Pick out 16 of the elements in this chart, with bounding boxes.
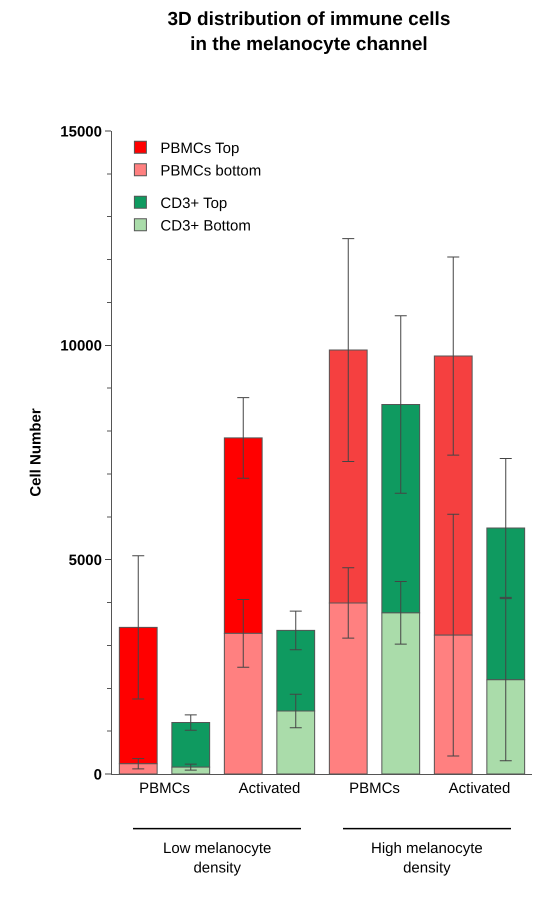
legend-label: CD3+ Bottom: [160, 218, 251, 235]
y-tick-label: 0: [94, 766, 102, 784]
y-tick-label: 10000: [60, 338, 102, 355]
text: Low melanocyte density: [163, 840, 272, 876]
legend-label: CD3+ Top: [160, 195, 228, 212]
x-tick-label: Activated: [238, 780, 300, 797]
legend-label: PBMCs Top: [160, 140, 240, 158]
legend-label: PBMCs bottom: [160, 162, 262, 180]
x-tick-label: PBMCs: [139, 780, 190, 797]
y-tick-label: 15000: [60, 123, 102, 140]
x-tick-label: PBMCs: [349, 780, 400, 797]
y-axis-title: Cell Number: [28, 408, 45, 497]
y-tick-label: 5000: [68, 552, 102, 569]
text: High melanocyte density: [371, 840, 483, 876]
x-tick-label: Activated: [448, 780, 510, 797]
chart-title: 3D distribution of immune cells in the melanocyte channel: [167, 9, 450, 55]
